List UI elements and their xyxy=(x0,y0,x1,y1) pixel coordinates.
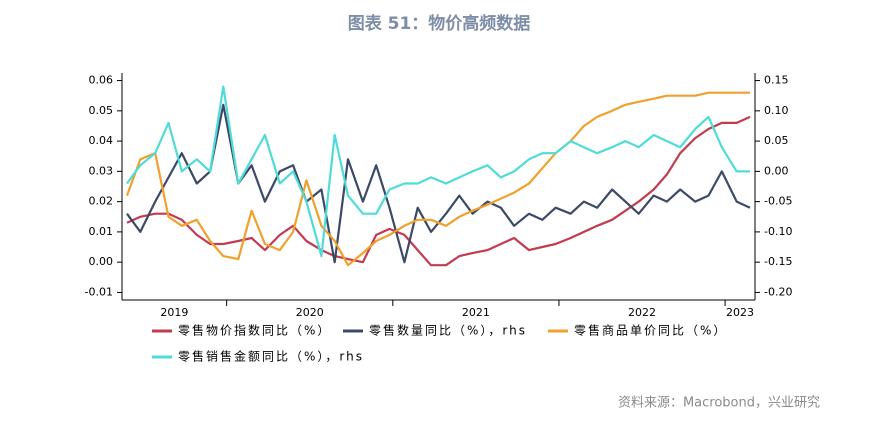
y-tick-label: 0.01 xyxy=(89,225,114,238)
x-tick-label: 2023 xyxy=(726,306,754,319)
legend-label: 零售销售金额同比（%），rhs xyxy=(178,349,364,364)
y2-tick-label: 0.15 xyxy=(764,74,789,87)
x-tick-label: 2021 xyxy=(462,306,490,319)
y-tick-label: -0.01 xyxy=(85,285,113,298)
x-tick-label: 2020 xyxy=(296,306,324,319)
y-tick-label: 0.04 xyxy=(89,134,114,147)
legend-label: 零售商品单价同比（%） xyxy=(574,323,727,338)
y2-tick-label: -0.10 xyxy=(764,225,792,238)
series-line xyxy=(126,85,750,258)
y2-tick-label: -0.05 xyxy=(764,195,792,208)
legend-label: 零售物价指数同比（%） xyxy=(178,323,331,338)
y2-tick-label: -0.20 xyxy=(764,285,792,298)
series-line xyxy=(126,115,751,267)
x-tick-label: 2022 xyxy=(628,306,656,319)
y-tick-label: 0.00 xyxy=(89,255,114,268)
y-tick-label: 0.02 xyxy=(89,195,114,208)
y2-tick-label: -0.15 xyxy=(764,255,792,268)
series-line xyxy=(126,103,751,264)
chart-title: 图表 51：物价高频数据 xyxy=(348,13,531,34)
legend-label: 零售数量同比（%），rhs xyxy=(369,323,527,338)
x-tick-label: 2019 xyxy=(160,306,188,319)
y2-tick-label: 0.05 xyxy=(764,134,789,147)
y2-tick-label: 0.00 xyxy=(764,164,789,177)
y-tick-label: 0.06 xyxy=(89,74,114,87)
y-tick-label: 0.05 xyxy=(89,104,114,117)
y-tick-label: 0.03 xyxy=(89,164,114,177)
series-line xyxy=(125,91,750,267)
source-note: 资料来源：Macrobond，兴业研究 xyxy=(618,396,820,411)
y2-tick-label: 0.10 xyxy=(764,104,789,117)
